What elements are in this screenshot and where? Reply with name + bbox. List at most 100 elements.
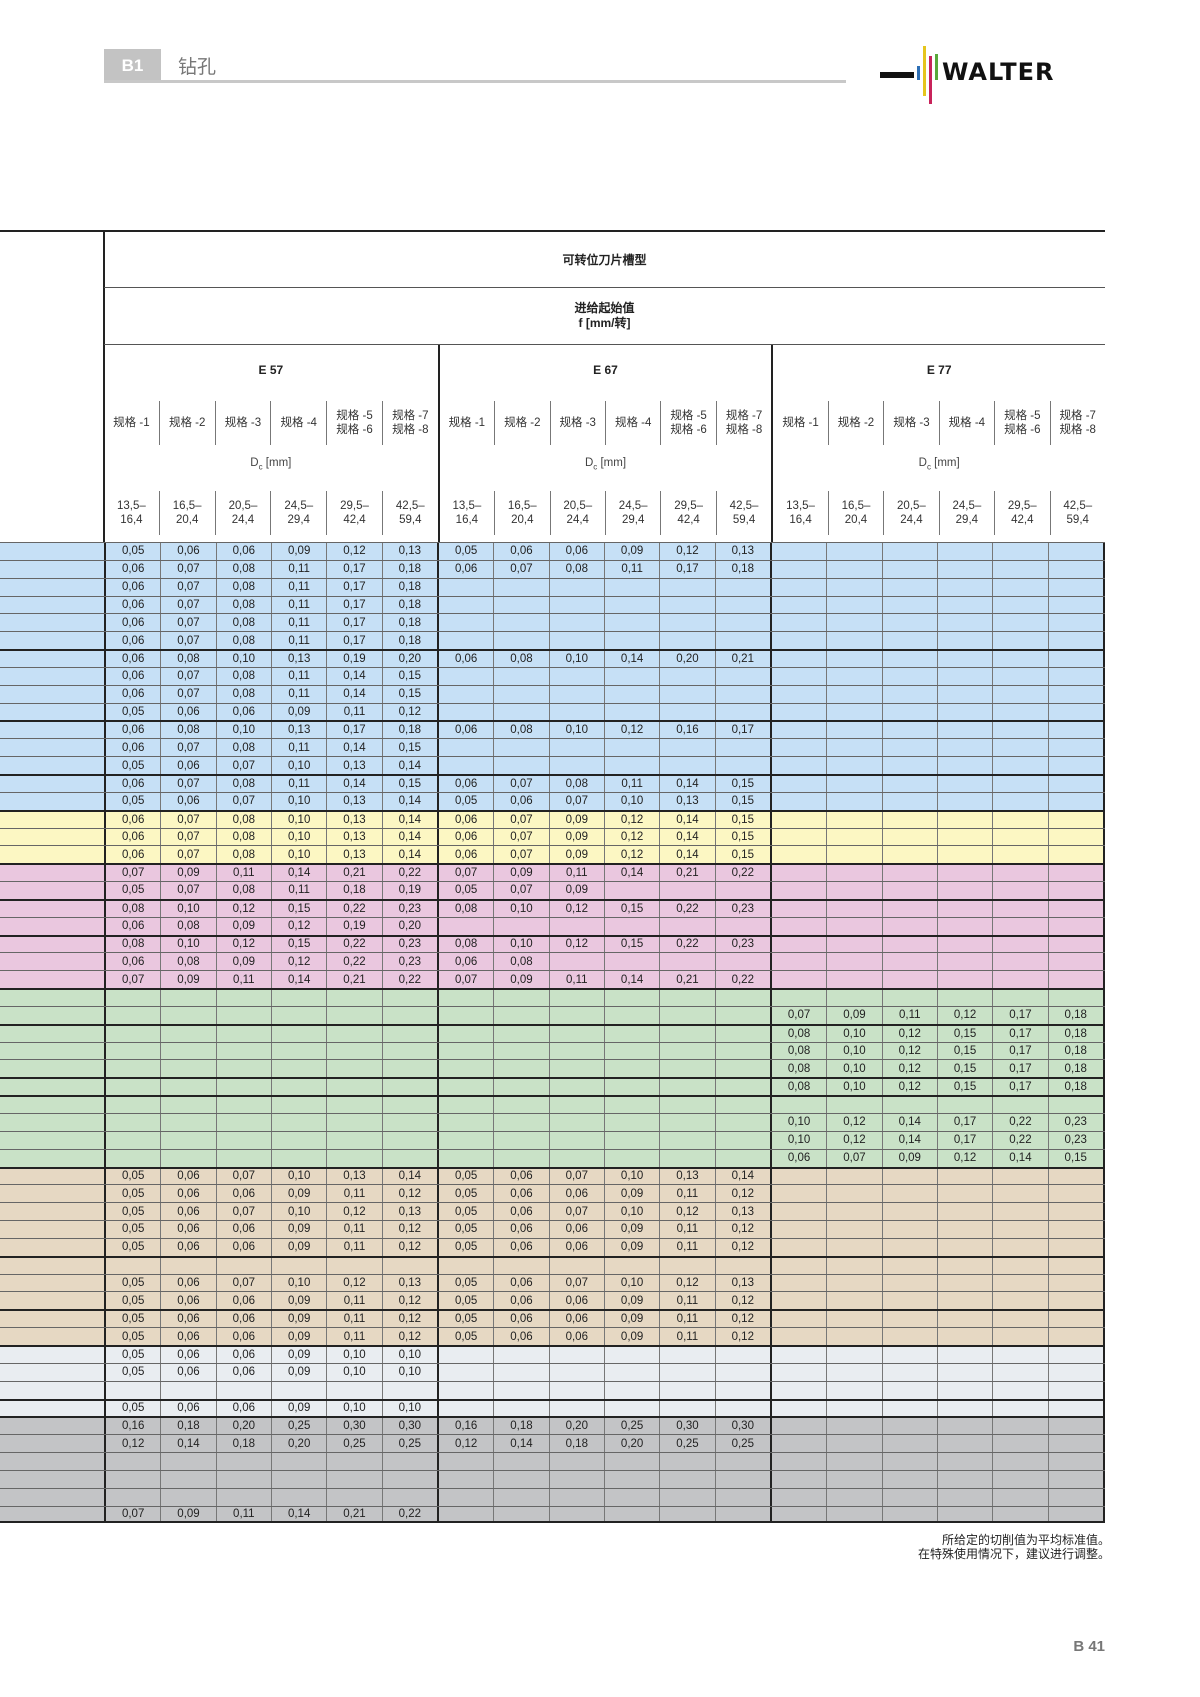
feed-value-e57: 0,07 bbox=[160, 685, 215, 703]
feed-value-e77: 0,15 bbox=[936, 1060, 992, 1078]
feed-value-e77 bbox=[936, 1221, 992, 1238]
table-row: 0,05 0,06 0,07 0,10 0,13 0,14 bbox=[0, 756, 1105, 774]
row-band-strip bbox=[0, 1203, 104, 1220]
feed-value-e77: 0,15 bbox=[936, 1042, 992, 1060]
feed-value-e77: 0,18 bbox=[1047, 1060, 1105, 1078]
table-row: 0,08 0,10 0,12 0,15 0,17 0,18 bbox=[0, 1023, 1105, 1042]
feed-value-e57: 0,22 bbox=[326, 936, 381, 953]
feed-value-e57: 0,14 bbox=[381, 846, 437, 864]
feed-value-e77 bbox=[992, 543, 1047, 560]
feed-value-e77 bbox=[992, 775, 1047, 792]
feed-value-e67: 0,08 bbox=[493, 651, 548, 667]
feed-value-e67 bbox=[659, 739, 714, 757]
feed-value-e77 bbox=[881, 1238, 937, 1256]
feed-value-e57: 0,11 bbox=[326, 1292, 381, 1310]
feed-value-e57 bbox=[270, 1453, 326, 1470]
feed-value-e77 bbox=[1047, 1274, 1105, 1292]
feed-value-e67 bbox=[436, 1006, 493, 1024]
feed-value-e57: 0,07 bbox=[160, 578, 215, 596]
feed-value-e57: 0,06 bbox=[104, 651, 160, 667]
feed-value-e77: 0,22 bbox=[992, 1114, 1047, 1131]
feed-value-e67: 0,09 bbox=[548, 828, 604, 846]
feed-value-e77 bbox=[992, 578, 1047, 596]
feed-value-e77 bbox=[1047, 865, 1105, 882]
feed-value-e57: 0,11 bbox=[270, 578, 326, 596]
feed-value-e77 bbox=[1047, 1435, 1105, 1453]
feed-value-e77 bbox=[769, 560, 826, 578]
chapter-title: 钻孔 bbox=[178, 57, 217, 78]
feed-value-e77: 0,10 bbox=[769, 1131, 826, 1149]
feed-value-e57: 0,15 bbox=[270, 936, 326, 953]
feed-value-e67: 0,15 bbox=[714, 775, 770, 792]
feed-value-e57: 0,08 bbox=[104, 936, 160, 953]
feed-value-e77 bbox=[826, 1506, 881, 1522]
feed-value-e57 bbox=[104, 1006, 160, 1024]
feed-value-e57: 0,05 bbox=[104, 1274, 160, 1292]
group-header-e67: E 67 规格 -1 规格 -2 规格 -3 规格 -4 规格 -5 规格 -6 规格 -7… bbox=[437, 345, 772, 542]
feed-value-e57: 0,18 bbox=[381, 596, 437, 614]
feed-value-e77 bbox=[936, 1257, 992, 1274]
feed-value-e57: 0,08 bbox=[215, 739, 271, 757]
feed-value-e57: 0,11 bbox=[270, 882, 326, 899]
feed-value-e77 bbox=[881, 685, 937, 703]
feed-value-e67 bbox=[603, 1131, 659, 1149]
feed-value-e67: 0,06 bbox=[548, 1328, 604, 1345]
feed-value-e57 bbox=[104, 990, 160, 1006]
table-row: 0,07 0,09 0,11 0,14 0,21 0,22 bbox=[0, 1505, 1105, 1524]
feed-value-e57: 0,08 bbox=[215, 667, 271, 685]
feed-value-e57: 0,07 bbox=[104, 971, 160, 989]
feed-value-e77 bbox=[826, 1097, 881, 1113]
feed-value-e57: 0,05 bbox=[104, 1400, 160, 1417]
feed-value-e77 bbox=[881, 757, 937, 774]
feed-value-e57 bbox=[215, 1006, 271, 1024]
feed-value-e67: 0,09 bbox=[493, 971, 548, 989]
feed-value-e67: 0,12 bbox=[603, 811, 659, 828]
feed-value-e67 bbox=[603, 1060, 659, 1078]
feed-value-e77 bbox=[881, 1470, 937, 1488]
feed-value-e57 bbox=[104, 1131, 160, 1149]
feed-value-e77 bbox=[881, 1292, 937, 1310]
feed-value-e77 bbox=[769, 882, 826, 899]
feed-value-e57: 0,05 bbox=[104, 543, 160, 560]
row-band-strip bbox=[0, 1507, 104, 1522]
feed-value-e67 bbox=[436, 685, 493, 703]
feed-value-e67 bbox=[714, 1079, 770, 1096]
feed-value-e57 bbox=[104, 1453, 160, 1470]
feed-value-e57: 0,08 bbox=[160, 953, 215, 971]
feed-value-e77: 0,15 bbox=[936, 1079, 992, 1096]
row-band-strip bbox=[0, 1132, 104, 1149]
feed-value-e67: 0,06 bbox=[436, 651, 493, 667]
feed-value-e67 bbox=[659, 1060, 714, 1078]
feed-value-e77 bbox=[769, 757, 826, 774]
feed-value-e77: 0,17 bbox=[936, 1131, 992, 1149]
feed-value-e57: 0,10 bbox=[326, 1346, 381, 1363]
table-top-rule bbox=[0, 230, 1105, 232]
feed-value-e57 bbox=[381, 1042, 437, 1060]
feed-value-e77: 0,12 bbox=[936, 1006, 992, 1024]
feed-value-e67 bbox=[493, 1114, 548, 1131]
dc-unit: [mm] bbox=[262, 457, 292, 469]
feed-value-e67 bbox=[548, 1097, 604, 1113]
feed-value-e77 bbox=[769, 1168, 826, 1185]
feed-value-e57 bbox=[270, 1079, 326, 1096]
feed-value-e67 bbox=[436, 1400, 493, 1417]
feed-value-e67 bbox=[603, 1025, 659, 1042]
feed-value-e77 bbox=[1047, 703, 1105, 721]
feed-value-e67: 0,06 bbox=[548, 1292, 604, 1310]
feed-value-e57: 0,06 bbox=[215, 1311, 271, 1328]
feed-value-e57 bbox=[381, 1060, 437, 1078]
feed-value-e57: 0,11 bbox=[326, 1185, 381, 1203]
feed-value-e77 bbox=[881, 846, 937, 864]
feed-value-e77 bbox=[992, 614, 1047, 632]
feed-value-e77 bbox=[1047, 722, 1105, 739]
feed-value-e77 bbox=[826, 632, 881, 650]
feed-value-e77: 0,18 bbox=[1047, 1006, 1105, 1024]
table-row: 0,05 0,06 0,07 0,10 0,12 0,13 0,05 0,06 0,07 0,10… bbox=[0, 1273, 1105, 1292]
feed-value-e57: 0,06 bbox=[160, 1328, 215, 1345]
feed-value-e77 bbox=[936, 953, 992, 971]
feed-value-e57 bbox=[160, 1042, 215, 1060]
table-row: 0,06 0,07 0,08 0,11 0,17 0,18 0,06 0,07 0,08 0,11… bbox=[0, 559, 1105, 578]
table-row: 0,05 0,06 0,06 0,09 0,11 0,12 0,05 0,06 0,06 0,09… bbox=[0, 1220, 1105, 1238]
feed-value-e77 bbox=[769, 703, 826, 721]
feed-value-e57: 0,07 bbox=[160, 828, 215, 846]
